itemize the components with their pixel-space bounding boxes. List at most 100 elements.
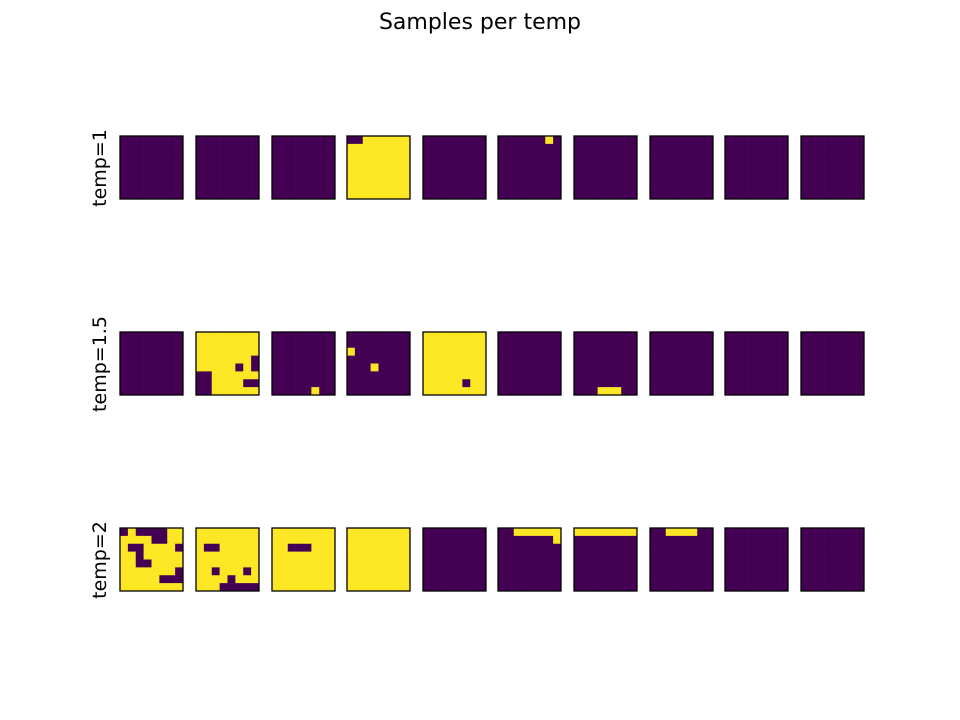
cell: [665, 347, 674, 356]
cell: [303, 159, 312, 168]
cell: [780, 371, 789, 380]
cell: [597, 535, 606, 545]
cell: [386, 175, 395, 184]
cell: [597, 159, 606, 168]
cell: [589, 535, 598, 545]
cell: [537, 355, 546, 364]
cell: [740, 575, 749, 584]
cell: [840, 339, 849, 349]
cell: [120, 183, 129, 192]
cell: [537, 332, 546, 341]
cell: [553, 543, 562, 552]
cell: [143, 347, 152, 356]
cell: [167, 183, 176, 192]
cell: [537, 528, 546, 537]
cell: [529, 371, 538, 380]
cell: [303, 535, 312, 545]
cell: [824, 543, 833, 552]
cell: [545, 583, 554, 592]
cell: [167, 347, 176, 356]
cell: [657, 559, 667, 568]
cell: [537, 136, 546, 145]
cell: [537, 347, 546, 356]
cell: [470, 175, 479, 184]
cell: [808, 583, 818, 592]
cell: [553, 167, 562, 176]
cell: [650, 567, 659, 576]
cell: [143, 151, 152, 160]
cell: [143, 535, 152, 545]
cell: [824, 347, 833, 356]
cell: [581, 559, 591, 568]
cell: [430, 159, 440, 168]
cell: [816, 583, 825, 592]
cell: [287, 535, 296, 545]
sample-2-0: [119, 527, 184, 592]
cell: [740, 387, 749, 396]
cell: [319, 355, 328, 364]
cell: [362, 191, 371, 200]
cell: [665, 371, 674, 380]
cell: [175, 543, 184, 552]
cell: [394, 355, 403, 364]
cell: [832, 159, 841, 168]
cell: [848, 583, 857, 592]
cell: [127, 191, 137, 200]
cell: [143, 567, 152, 576]
cell: [370, 159, 379, 168]
cell: [402, 559, 411, 568]
cell: [423, 575, 432, 584]
cell: [629, 136, 638, 145]
cell: [605, 167, 614, 176]
cell: [423, 175, 432, 184]
cell: [446, 347, 455, 356]
cell: [545, 543, 554, 552]
cell: [521, 583, 530, 592]
cell: [167, 528, 176, 537]
cell: [159, 543, 168, 552]
cell: [824, 528, 833, 537]
cell: [243, 575, 252, 584]
cell: [423, 379, 432, 388]
cell: [159, 151, 168, 160]
cell: [311, 136, 320, 145]
cell: [748, 575, 757, 584]
cell: [272, 183, 281, 192]
cell: [423, 535, 432, 545]
cell: [454, 379, 463, 388]
cell: [772, 159, 781, 168]
cell: [402, 379, 411, 388]
cell: [438, 355, 447, 364]
cell: [287, 575, 296, 584]
cell: [319, 535, 328, 545]
cell: [581, 136, 591, 145]
cell: [553, 136, 562, 145]
sample-2-1: [195, 527, 260, 592]
cell: [856, 183, 865, 192]
cell: [689, 575, 698, 584]
cell: [219, 543, 228, 552]
cell: [478, 567, 487, 576]
cell: [402, 535, 411, 545]
cell: [386, 379, 395, 388]
cell: [287, 332, 296, 341]
cell: [553, 551, 562, 560]
cell: [725, 379, 734, 388]
cell: [772, 363, 781, 372]
cell: [295, 159, 304, 168]
cell: [120, 575, 129, 584]
cell: [311, 191, 320, 200]
cell: [650, 347, 659, 356]
cell: [219, 387, 228, 396]
cell: [470, 387, 479, 396]
cell: [175, 355, 184, 364]
cell: [402, 151, 411, 160]
cell: [319, 551, 328, 560]
cell: [327, 183, 336, 192]
cell: [613, 543, 622, 552]
cell: [120, 543, 129, 552]
cell: [705, 355, 714, 364]
cell: [725, 332, 734, 341]
cell: [613, 575, 622, 584]
cell: [553, 143, 562, 153]
